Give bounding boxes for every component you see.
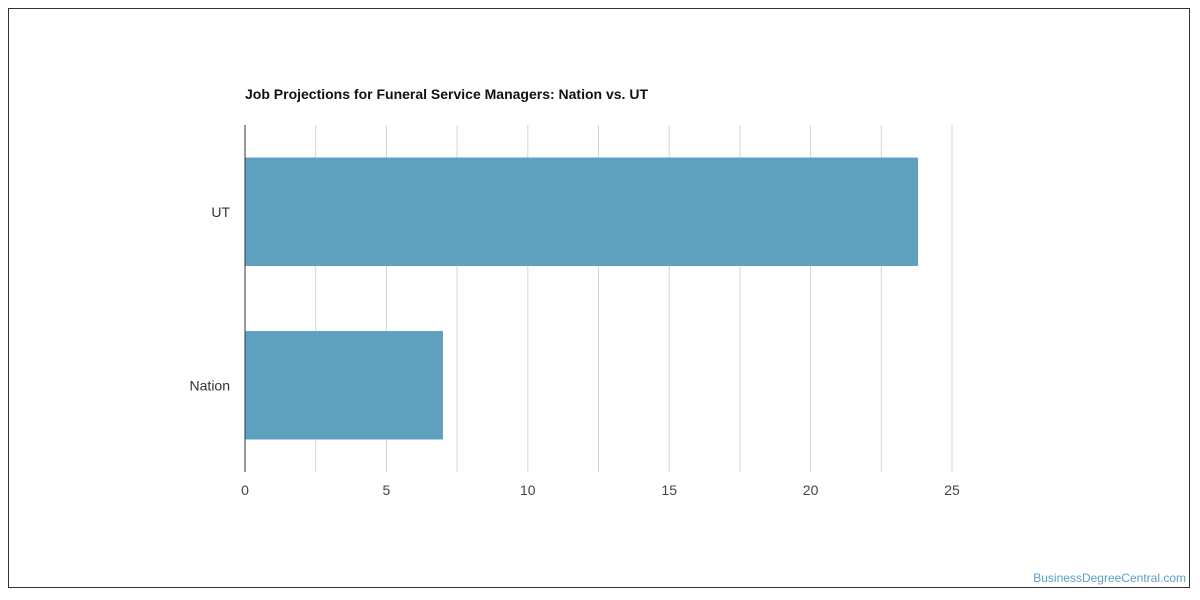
x-tick-label: 0 — [241, 482, 249, 498]
x-tick-label: 20 — [803, 482, 819, 498]
bar-nation — [245, 331, 443, 440]
x-tick-label: 25 — [944, 482, 960, 498]
chart-title: Job Projections for Funeral Service Mana… — [245, 86, 648, 102]
bars — [245, 157, 919, 440]
x-tick-label: 15 — [661, 482, 677, 498]
watermark: BusinessDegreeCentral.com — [1033, 571, 1186, 585]
x-tick-label: 5 — [383, 482, 391, 498]
x-tick-label: 10 — [520, 482, 536, 498]
category-label: UT — [211, 204, 230, 220]
axis-labels: UT Nation 0 5 10 15 20 25 — [190, 204, 960, 498]
category-label: Nation — [190, 377, 230, 393]
bar-ut — [245, 157, 919, 266]
